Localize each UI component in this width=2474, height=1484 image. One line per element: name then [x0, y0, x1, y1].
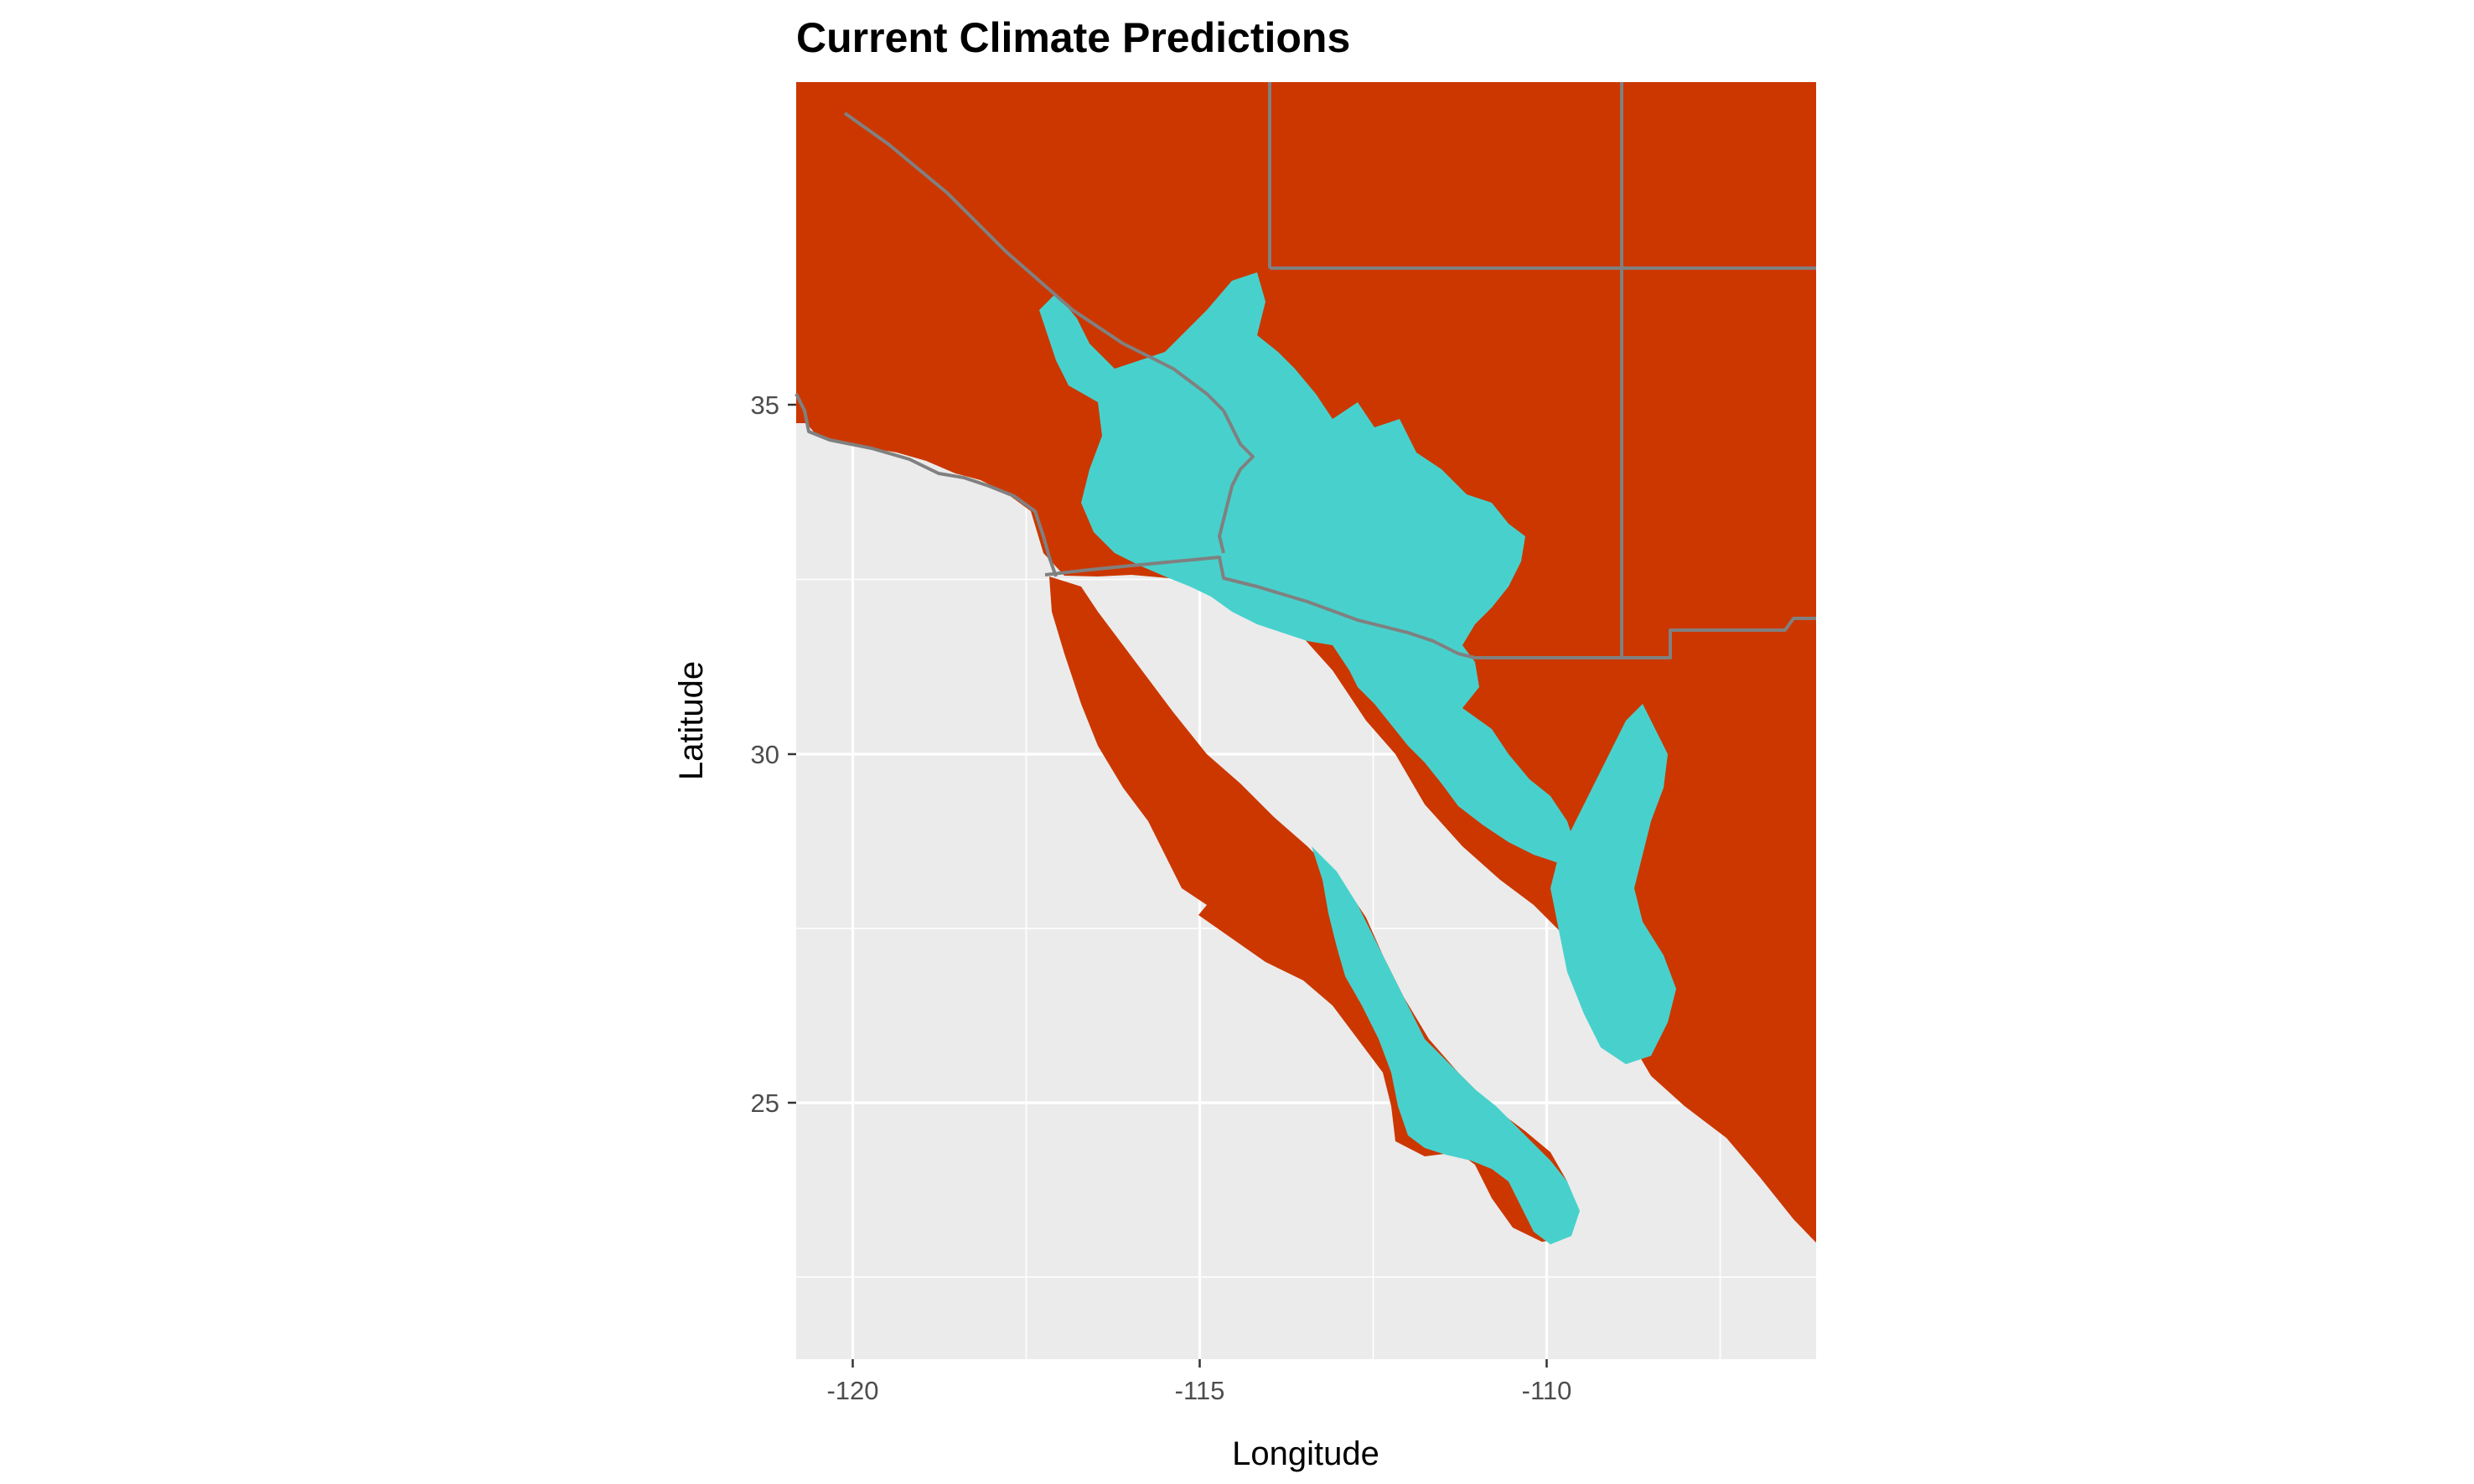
suitable-interior-desert — [1039, 272, 1576, 863]
y-tick-label-35: 35 — [751, 390, 779, 420]
x-tick-label-110: -110 — [1522, 1376, 1572, 1405]
suitable-baja-peninsula — [1312, 846, 1580, 1244]
y-axis: 35 30 25 Latitude — [673, 390, 796, 1118]
colorado-river-border — [1218, 410, 1255, 554]
california-coastline — [794, 393, 1058, 577]
x-axis-label: Longitude — [1232, 1435, 1379, 1472]
x-tick-label-115: -115 — [1175, 1376, 1225, 1405]
suitable-area — [1039, 272, 1676, 1244]
y-axis-label: Latitude — [673, 661, 710, 780]
plot-title: Current Climate Predictions — [796, 14, 1350, 61]
y-tick-label-25: 25 — [751, 1088, 779, 1118]
us-mexico-border — [1044, 556, 1816, 659]
california-nevada-border — [843, 111, 1225, 412]
x-axis: -120 -115 -110 Longitude — [826, 1359, 1571, 1472]
unsuitable-mainland — [796, 82, 1816, 1243]
map-panel — [794, 82, 1816, 1359]
state-borders — [794, 82, 1816, 659]
suitable-sonora-east — [1550, 704, 1676, 1064]
y-tick-label-30: 30 — [751, 740, 779, 769]
x-tick-label-120: -120 — [826, 1376, 878, 1405]
